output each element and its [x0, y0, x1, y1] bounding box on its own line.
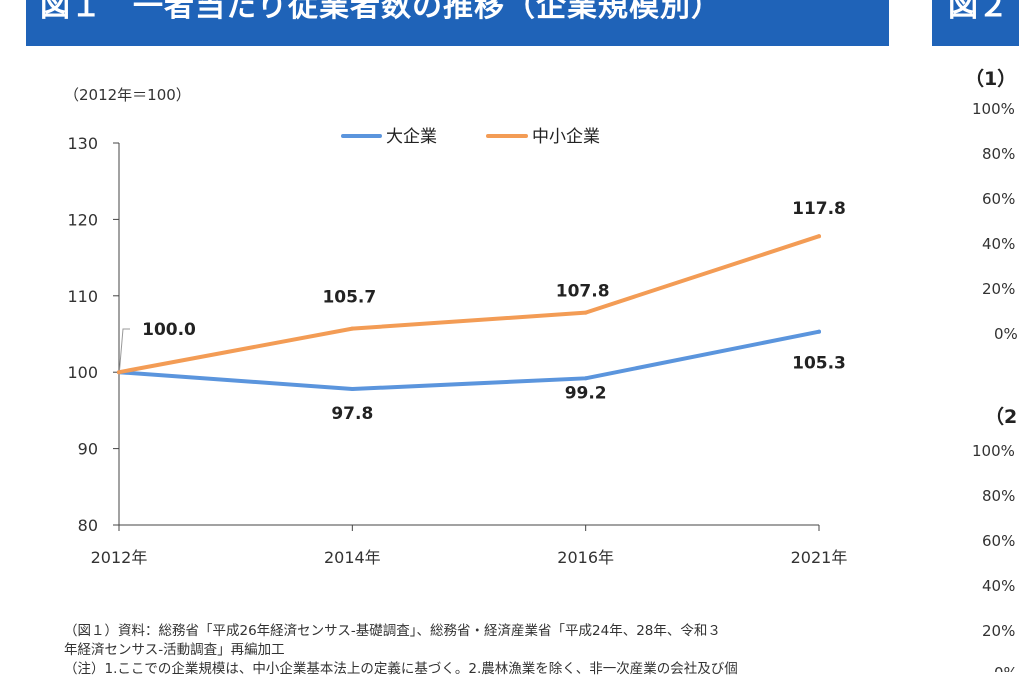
data-point — [583, 310, 588, 315]
data-point — [817, 329, 821, 334]
figure2-tick-2-0: 0% — [994, 664, 1018, 672]
figure1-title-bar: 図１ 一者当たり従業者数の推移（企業規模別） — [26, 0, 889, 46]
figure2-tick-1-60: 60% — [982, 190, 1016, 208]
figure2-tick-1-100: 100% — [972, 100, 1015, 118]
footnote-line-1: （図１）資料：総務省「平成26年経済センサス-基礎調査」、総務省・経済産業省「平… — [64, 623, 721, 639]
y-tick-label: 80 — [78, 516, 98, 535]
figure2-tick-2-60: 60% — [982, 532, 1016, 550]
legend-label-sme: 中小企業 — [532, 127, 600, 147]
data-point — [350, 326, 355, 331]
y-tick-label: 90 — [78, 440, 98, 459]
footnote-line-3: （注）1.ここでの企業規模は、中小企業基本法上の定義に基づく。2.農林漁業を除く… — [64, 661, 738, 677]
figure2-tick-1-0: 0% — [994, 325, 1018, 343]
series-line-sme — [117, 234, 821, 375]
figure2-subheading-2: （2 — [985, 406, 1018, 428]
figure2-tick-2-100: 100% — [972, 442, 1015, 460]
data-label-large: 97.8 — [331, 404, 373, 424]
leader-line — [119, 328, 130, 371]
data-point — [583, 376, 588, 381]
unit-note: （2012年＝100） — [64, 86, 191, 104]
data-label-sme: 105.7 — [322, 288, 376, 308]
figure2-tick-2-40: 40% — [982, 577, 1016, 595]
figure2-panel: （1） 100% 80% 60% 40% 20% 0% （2 100% 80% … — [960, 0, 1019, 672]
y-tick-label: 100 — [67, 363, 98, 382]
figure2-title: 図２ — [948, 0, 1008, 24]
figure2-tick-2-80: 80% — [982, 487, 1016, 505]
data-point — [117, 370, 121, 375]
data-label-sme: 117.8 — [792, 199, 846, 219]
y-tick-label: 110 — [67, 287, 98, 306]
data-point — [350, 387, 355, 392]
x-tick-label: 2012年 — [91, 548, 148, 567]
figure2-tick-2-20: 20% — [982, 622, 1016, 640]
data-label-sme: 107.8 — [556, 282, 610, 302]
data-point — [817, 234, 821, 239]
figure2-tick-1-80: 80% — [982, 145, 1016, 163]
x-tick-label: 2016年 — [557, 548, 614, 567]
x-tick-label: 2014年 — [324, 548, 381, 567]
figure1-title: 図１ 一者当たり従業者数の推移（企業規模別） — [40, 0, 722, 24]
figure2-subheading-1: （1） — [965, 68, 1017, 90]
y-tick-label: 120 — [67, 210, 98, 229]
line-chart: 80 90 100 110 120 130 2012年 2014年 2016年 2021年 105.… — [67, 127, 848, 567]
series-line-large — [117, 329, 821, 392]
data-label-large: 99.2 — [565, 383, 607, 403]
y-tick-label: 130 — [67, 134, 98, 153]
figure2-title-bar: 図２ — [932, 0, 1019, 46]
data-label-sme: 100.0 — [142, 320, 196, 340]
x-tick-label: 2021年 — [791, 548, 848, 567]
figure2-tick-1-20: 20% — [982, 280, 1016, 298]
footnote-line-2: 年経済センサス-活動調査」再編加工 — [64, 642, 285, 658]
data-label-large: 105.3 — [792, 354, 846, 374]
legend-label-large: 大企業 — [386, 127, 437, 147]
figure2-tick-1-40: 40% — [982, 235, 1016, 253]
